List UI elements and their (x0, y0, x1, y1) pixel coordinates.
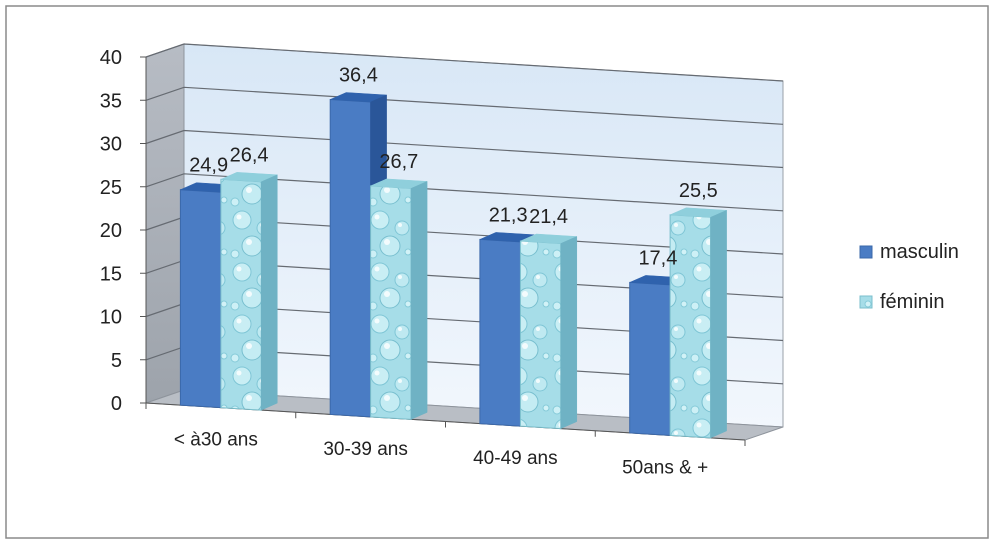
legend-swatch (859, 295, 873, 309)
data-label: 21,4 (529, 206, 568, 228)
y-tick-label: 0 (111, 393, 122, 415)
bar-side (410, 181, 428, 420)
bar-front (329, 98, 372, 418)
bar-feminin (220, 172, 278, 411)
bar-front (370, 185, 412, 420)
bar-feminin (669, 207, 727, 439)
x-tick-label: 30-39 ans (323, 439, 408, 460)
legend-swatch (859, 245, 873, 259)
y-tick-label: 30 (100, 134, 122, 156)
data-label: 21,3 (489, 204, 528, 226)
bar-front (179, 189, 222, 409)
data-label: 36,4 (339, 65, 378, 87)
bar-front (479, 238, 521, 427)
bar-side (710, 209, 727, 439)
data-label: 17,4 (638, 247, 677, 269)
bar-feminin (519, 233, 578, 430)
gridline (145, 129, 784, 169)
data-label: 26,7 (379, 151, 418, 173)
y-tick-label: 35 (100, 90, 122, 112)
x-tick-label: 40-49 ans (473, 448, 558, 469)
gridline (145, 173, 784, 212)
data-label: 26,4 (230, 144, 269, 166)
y-tick-label: 20 (100, 220, 122, 242)
bar-side (261, 174, 278, 411)
y-tick-label: 25 (100, 177, 122, 199)
x-tick-label: 50ans & + (622, 457, 708, 478)
y-tick-label: 5 (111, 350, 122, 372)
gridline (145, 43, 784, 82)
y-tick-label: 40 (100, 47, 122, 69)
bar-side (560, 236, 578, 429)
y-tick-label: 15 (100, 263, 122, 285)
x-tick-label: < à30 ans (174, 430, 258, 451)
gridline (145, 86, 784, 125)
legend-item: masculin (859, 241, 959, 263)
bar-front (629, 281, 671, 436)
data-label: 24,9 (189, 155, 228, 177)
bar-front (519, 240, 562, 430)
legend-item: féminin (859, 291, 944, 313)
bar-feminin (370, 178, 428, 420)
legend-label: masculin (880, 241, 959, 263)
bar-front (220, 178, 262, 411)
legend-label: féminin (880, 291, 944, 313)
data-label: 25,5 (679, 180, 718, 202)
y-tick-label: 10 (100, 307, 122, 329)
